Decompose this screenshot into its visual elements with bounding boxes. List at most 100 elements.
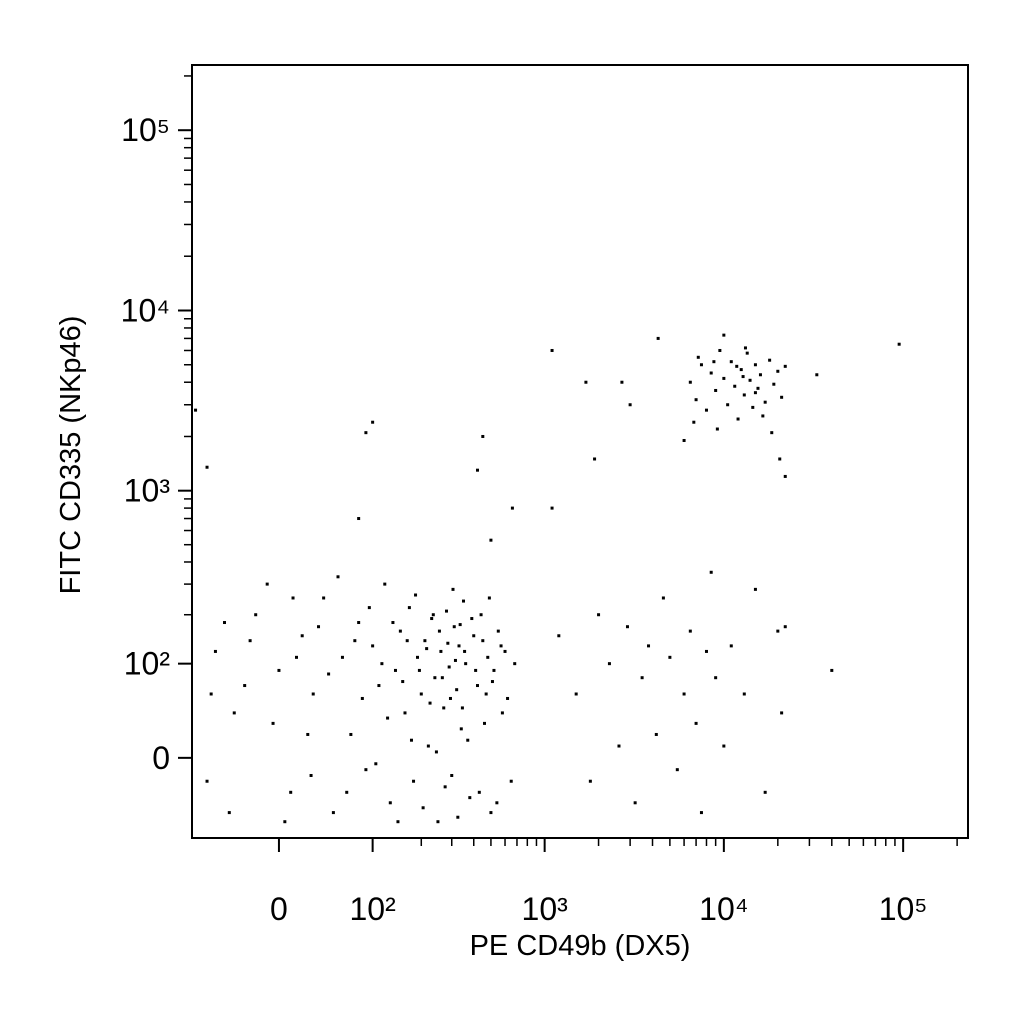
x-tick-label: 0 [270, 891, 288, 927]
data-point [265, 582, 269, 586]
data-point [360, 696, 364, 700]
data-point [271, 721, 275, 725]
data-point [729, 360, 733, 364]
data-point [317, 625, 321, 629]
data-point [443, 785, 447, 789]
data-point [336, 575, 340, 579]
data-point [434, 750, 438, 754]
data-point [506, 696, 510, 700]
data-point [374, 762, 378, 766]
data-point [694, 721, 698, 725]
data-point [300, 634, 304, 638]
data-point [327, 672, 331, 676]
data-point [751, 405, 755, 409]
data-point [426, 744, 430, 748]
data-point [661, 596, 665, 600]
y-tick-label: 10² [124, 646, 171, 682]
data-point [340, 655, 344, 659]
data-point [722, 333, 726, 337]
data-point [209, 692, 213, 696]
data-point [748, 378, 752, 382]
data-point [479, 613, 483, 617]
data-point [462, 599, 466, 603]
data-point [761, 414, 765, 418]
data-point [745, 351, 749, 355]
data-point [353, 639, 357, 643]
data-point [696, 355, 700, 359]
data-point [722, 744, 726, 748]
data-point [277, 668, 281, 672]
data-point [500, 711, 504, 715]
data-point [654, 732, 658, 736]
data-point [714, 388, 718, 392]
data-point [733, 384, 737, 388]
data-point [647, 644, 651, 648]
data-point [294, 655, 298, 659]
data-point [349, 732, 353, 736]
data-point [625, 625, 629, 629]
data-point [254, 613, 258, 617]
data-point [442, 706, 446, 710]
data-point [770, 431, 774, 435]
data-point [477, 790, 481, 794]
data-point [364, 768, 368, 772]
data-point [409, 738, 413, 742]
data-point [428, 701, 432, 705]
data-point [412, 779, 416, 783]
x-tick-label: 10⁴ [699, 891, 748, 927]
data-point [597, 613, 601, 617]
plot-frame [191, 64, 969, 839]
data-point [388, 801, 392, 805]
data-point [437, 629, 441, 633]
data-point [364, 431, 368, 435]
data-point [380, 662, 384, 666]
data-point [322, 596, 326, 600]
data-point [367, 606, 371, 610]
data-point [495, 801, 499, 805]
y-tick-label: 0 [152, 740, 170, 776]
data-point [588, 779, 592, 783]
data-point [460, 706, 464, 710]
data-point [815, 373, 819, 377]
data-point [396, 820, 400, 824]
data-point [417, 668, 421, 672]
data-point [423, 639, 427, 643]
data-point [489, 538, 493, 542]
data-point [458, 623, 462, 627]
data-point [487, 596, 491, 600]
data-point [753, 587, 757, 591]
data-point [194, 408, 198, 412]
data-point [722, 376, 726, 380]
data-point [232, 711, 236, 715]
data-point [439, 649, 443, 653]
data-point [496, 629, 500, 633]
data-point [704, 649, 708, 653]
data-point [357, 621, 361, 625]
data-point [463, 649, 467, 653]
data-point [457, 644, 461, 648]
data-point [474, 668, 478, 672]
data-point [431, 613, 435, 617]
data-point [780, 395, 784, 399]
data-point [283, 820, 287, 824]
data-point [778, 457, 782, 461]
data-point [416, 655, 420, 659]
data-point [475, 468, 479, 472]
data-point [763, 400, 767, 404]
data-point [628, 403, 632, 407]
data-point [763, 790, 767, 794]
data-point [419, 692, 423, 696]
data-point [470, 617, 474, 621]
data-point [450, 773, 454, 777]
data-point [743, 346, 747, 350]
data-point [492, 668, 496, 672]
data-point [430, 617, 434, 621]
data-point [453, 658, 457, 662]
data-point [391, 621, 395, 625]
data-point [712, 360, 716, 364]
data-point [739, 368, 743, 372]
data-point [513, 662, 517, 666]
data-point [656, 336, 660, 340]
data-point [306, 732, 310, 736]
x-tick-label: 10² [350, 891, 397, 927]
